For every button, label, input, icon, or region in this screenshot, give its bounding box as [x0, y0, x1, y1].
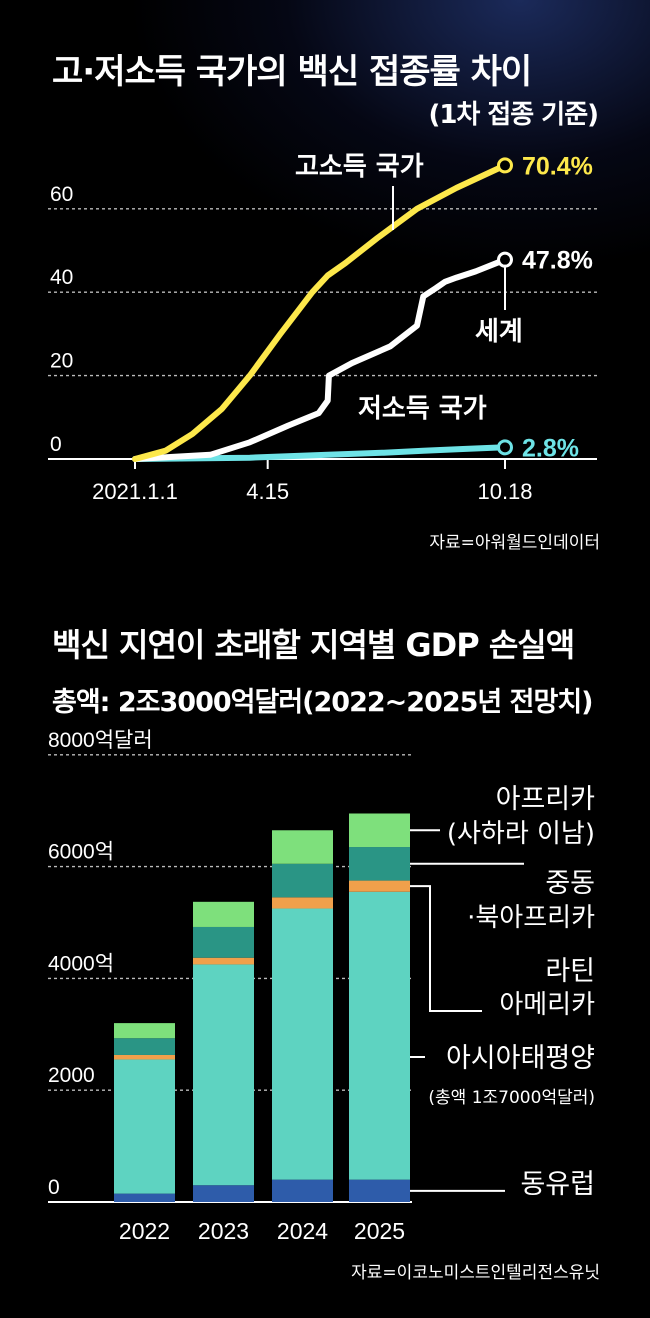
- bar-chart-title: 백신 지연이 초래할 지역별 GDP 손실액: [52, 626, 575, 664]
- line-chart-subtitle: (1차 접종 기준): [428, 100, 599, 130]
- legend-label: 아메리카: [499, 990, 595, 1020]
- x-tick-label: 4.15: [246, 479, 289, 504]
- series-line-2: [132, 444, 508, 462]
- y-tick-label: 4000억: [48, 952, 114, 975]
- legend-label: (총액 1조7000억달러): [428, 1088, 595, 1108]
- x-tick-label: 10.18: [477, 479, 532, 504]
- bar-chart-subtitle: 총액: 2조3000억달러(2022~2025년 전망치): [52, 687, 594, 718]
- x-tick-label: 2023: [198, 1218, 249, 1244]
- bar-segment-2-3: [272, 863, 333, 898]
- line-chart: 0 20 40 60 2021.1.1 4.15 10.18 2.8% 47.8% 70.4% 고소…: [48, 152, 597, 504]
- bar-segment-0-2: [114, 1054, 175, 1060]
- bar-segment-2-2: [272, 897, 333, 909]
- legend-label: 라틴: [545, 956, 595, 987]
- y-tick-label: 6000억: [48, 841, 114, 864]
- bar-segment-1-3: [193, 926, 254, 958]
- legend-label: (사하라 이남): [447, 819, 595, 849]
- series-label-world: 세계: [475, 317, 523, 347]
- series-label-low-income: 저소득 국가: [358, 394, 487, 424]
- y-tick-label: 2000: [48, 1064, 95, 1087]
- y-tick-label: 20: [50, 350, 73, 373]
- y-tick-label: 40: [50, 266, 73, 289]
- bar-segment-2-0: [272, 1179, 333, 1202]
- x-tick-label: 2024: [277, 1218, 328, 1244]
- bar-segment-0-1: [114, 1059, 175, 1194]
- bar-segment-3-1: [349, 891, 410, 1180]
- bar-segment-0-4: [114, 1023, 175, 1039]
- y-tick-label: 0: [50, 433, 62, 456]
- legend-label: 중동: [545, 868, 595, 899]
- bar-segment-3-4: [349, 813, 410, 848]
- bar-segment-1-0: [193, 1185, 254, 1202]
- bar-segment-3-2: [349, 880, 410, 892]
- series-end-marker: [497, 157, 513, 174]
- x-tick-label: 2022: [119, 1218, 170, 1244]
- bar-segment-0-0: [114, 1193, 175, 1202]
- y-tick-label: 0: [48, 1176, 60, 1199]
- bar-segment-1-4: [193, 901, 254, 927]
- legend-label: 아시아태평양: [446, 1043, 595, 1074]
- bar-chart-source: 자료=이코노미스트인텔리전스유닛: [351, 1263, 600, 1283]
- line-chart-source: 자료=아워월드인데이터: [429, 533, 600, 553]
- series-end-label: 47.8%: [522, 247, 593, 275]
- bar-segment-3-0: [349, 1179, 410, 1202]
- legend-label: 동유럽: [520, 1169, 595, 1200]
- bar-segment-2-4: [272, 830, 333, 864]
- bar-segment-3-3: [349, 847, 410, 881]
- line-chart-title: 고·저소득 국가의 백신 접종률 차이: [52, 52, 532, 92]
- series-line-0: [132, 162, 508, 462]
- legend-leader: [410, 885, 482, 1012]
- bar-segment-2-1: [272, 908, 333, 1180]
- x-tick-label: 2021.1.1: [92, 479, 178, 504]
- series-end-label: 2.8%: [522, 434, 579, 462]
- series-end-marker: [497, 439, 513, 456]
- bar-segment-1-1: [193, 964, 254, 1186]
- bar-segment-0-3: [114, 1038, 175, 1055]
- series-label-high-income: 고소득 국가: [295, 152, 424, 182]
- series-line-1: [132, 256, 508, 462]
- x-tick-label: 2025: [354, 1218, 405, 1244]
- legend-label: 아프리카: [496, 784, 595, 815]
- y-tick-label: 60: [50, 183, 73, 206]
- legend-label: ·북아프리카: [467, 903, 595, 933]
- series-end-label: 70.4%: [522, 152, 593, 180]
- bar-segment-1-2: [193, 957, 254, 965]
- y-tick-label: 8000억달러: [48, 729, 153, 752]
